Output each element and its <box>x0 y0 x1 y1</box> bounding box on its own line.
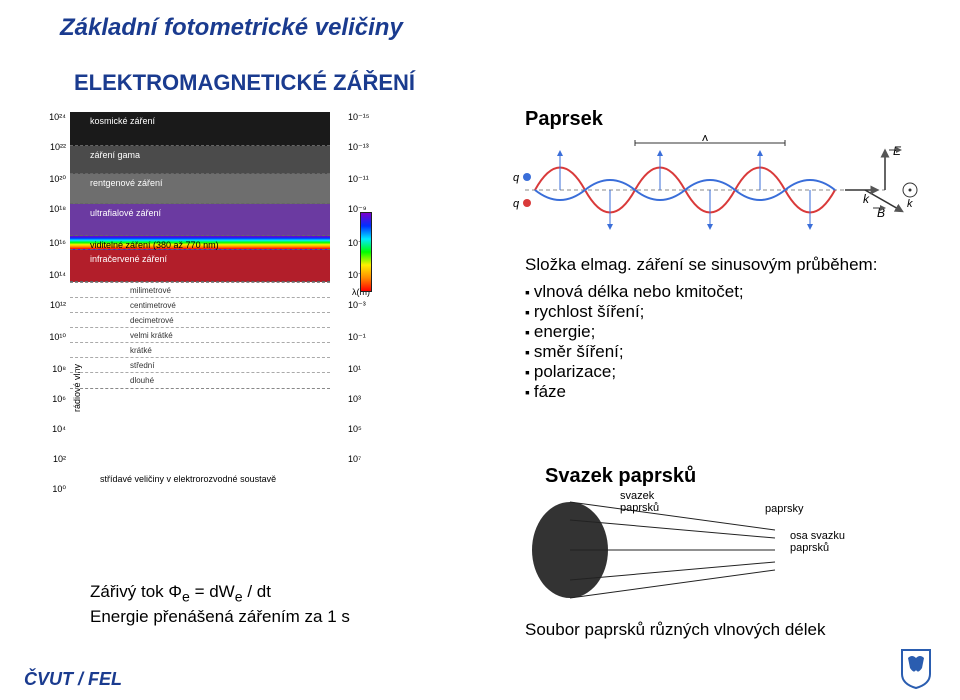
bullet-list: vlnová délka nebo kmitočet;rychlost šíře… <box>525 282 744 402</box>
radio-subband: střední <box>70 358 330 373</box>
left-tick: 10¹⁰ <box>40 332 66 343</box>
left-tick: 10⁸ <box>40 364 66 374</box>
band-label: infračervené záření <box>72 252 328 264</box>
radio-subband: centimetrové <box>70 298 330 313</box>
formula-mid: = dW <box>190 582 235 601</box>
right-tick: 10⁻¹⁵ <box>348 112 378 123</box>
formula-sub1: e <box>182 589 190 605</box>
bullet-item: směr šíření; <box>525 342 744 362</box>
right-tick: 10⁻³ <box>348 300 378 311</box>
right-tick: 10⁻¹³ <box>348 142 378 153</box>
bullet-item: vlnová délka nebo kmitočet; <box>525 282 744 302</box>
right-tick: 10¹ <box>348 364 378 374</box>
spectrum-bottom-label: střídavé veličiny v elektrorozvodné sous… <box>100 474 276 484</box>
elmag-intro: Složka elmag. záření se sinusovým průběh… <box>525 255 877 275</box>
k-direction-label: k <box>907 198 913 210</box>
spectrum-band: ultrafialové záření <box>70 204 330 236</box>
beam-label-svazek: svazek paprsků <box>620 490 659 514</box>
radio-subband: milimetrové <box>70 283 330 298</box>
formula-desc: Energie přenášená zářením za 1 s <box>90 607 350 627</box>
radio-subband: velmi krátké <box>70 328 330 343</box>
formula-post: / dt <box>243 582 271 601</box>
lambda-label: λ <box>702 135 708 144</box>
spectrum-chart: 10²⁴ 10²² 10²⁰ 10¹⁸ 10¹⁶ 10¹⁴ 10¹² 10¹⁰ 10⁸ 10⁶ 10… <box>40 112 420 592</box>
formula-sub2: e <box>235 589 243 605</box>
spectrum-band: kosmické záření <box>70 112 330 146</box>
em-wave-diagram: λ E B k k q q <box>505 135 925 245</box>
q-neg-label: q <box>513 172 520 184</box>
left-tick: 10² <box>40 454 66 464</box>
left-tick: 10¹⁸ <box>40 204 66 214</box>
band-label: kosmické záření <box>72 114 328 126</box>
k-vector-label: k <box>863 192 870 206</box>
right-tick: 10⁵ <box>348 424 378 434</box>
e-vector-label: E <box>893 144 902 158</box>
radio-subband-list: milimetrovécentimetrovédecimetrovévelmi … <box>70 282 330 389</box>
q-pos-label: q <box>513 198 520 210</box>
left-tick: 10²² <box>40 142 66 152</box>
bullet-item: rychlost šíření; <box>525 302 744 322</box>
right-tick: 10⁷ <box>348 454 378 464</box>
left-tick: 10⁶ <box>40 394 66 404</box>
left-tick: 10¹² <box>40 300 66 310</box>
radio-subband: krátké <box>70 343 330 358</box>
right-tick: 10⁻¹ <box>348 332 378 343</box>
footer-text: ČVUT / FEL <box>24 669 122 690</box>
page-title: Základní fotometrické veličiny <box>60 14 403 42</box>
left-tick: 10¹⁶ <box>40 238 66 248</box>
bullet-item: fáze <box>525 382 744 402</box>
band-label: viditelné záření (380 až 770 nm) <box>72 238 328 250</box>
svazek-heading: Svazek paprsků <box>545 465 696 488</box>
cvut-logo <box>896 644 936 690</box>
radio-subband: dlouhé <box>70 373 330 388</box>
band-label: ultrafialové záření <box>72 206 328 218</box>
left-tick: 10²⁰ <box>40 174 66 185</box>
bullet-item: polarizace; <box>525 362 744 382</box>
subtitle: ELEKTROMAGNETICKÉ ZÁŘENÍ <box>74 70 415 96</box>
right-tick: 10⁻¹¹ <box>348 174 378 185</box>
spectrum-band: záření gama <box>70 146 330 174</box>
band-label: rentgenové záření <box>72 176 328 188</box>
beam-label-paprsky: paprsky <box>765 503 804 515</box>
radiant-flux-formula: Zářivý tok Φe = dWe / dt Energie přenáše… <box>90 582 350 627</box>
spectrum-band: rentgenové záření <box>70 174 330 204</box>
spectrum-band: viditelné záření (380 až 770 nm) <box>70 236 330 250</box>
paprsek-heading: Paprsek <box>525 108 603 131</box>
bullet-item: energie; <box>525 322 744 342</box>
spectrum-band: infračervené záření <box>70 250 330 282</box>
radio-subband: decimetrové <box>70 313 330 328</box>
visible-spectrum-bar <box>360 212 372 292</box>
left-tick: 10⁰ <box>40 484 66 495</box>
left-tick: 10¹⁴ <box>40 270 66 280</box>
band-label: záření gama <box>72 148 328 160</box>
left-tick: 10²⁴ <box>40 112 66 122</box>
formula-pre: Zářivý tok Φ <box>90 582 182 601</box>
beam-label-osa: osa svazku paprsků <box>790 530 845 554</box>
left-tick: 10⁴ <box>40 424 66 434</box>
right-tick: 10³ <box>348 394 378 404</box>
soubor-text: Soubor paprsků různých vlnových délek <box>525 620 826 640</box>
